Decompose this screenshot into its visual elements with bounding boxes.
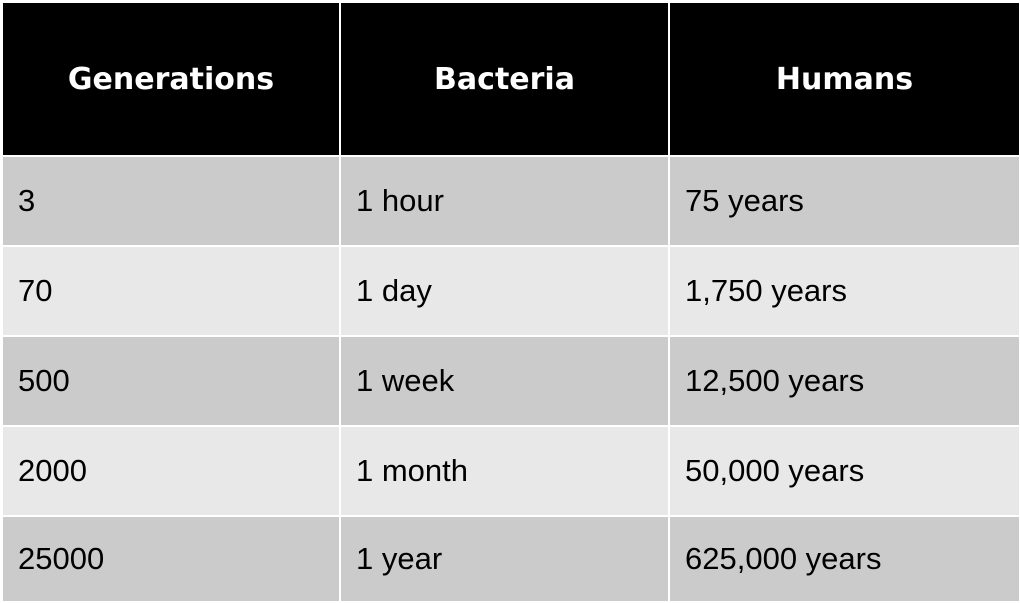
table-body: 3 1 hour 75 years 70 1 day 1,750 years 5… bbox=[1, 155, 1020, 603]
header-bacteria: Bacteria bbox=[339, 1, 670, 157]
cell-bacteria: 1 day bbox=[339, 245, 670, 337]
header-generations: Generations bbox=[1, 1, 341, 157]
cell-humans: 75 years bbox=[668, 155, 1020, 247]
header-row: Generations Bacteria Humans bbox=[1, 1, 1020, 157]
cell-bacteria: 1 month bbox=[339, 425, 670, 517]
cell-humans: 12,500 years bbox=[668, 335, 1020, 427]
cell-humans: 625,000 years bbox=[668, 515, 1020, 603]
table-row: 70 1 day 1,750 years bbox=[1, 245, 1020, 337]
cell-generations: 25000 bbox=[1, 515, 341, 603]
table-row: 3 1 hour 75 years bbox=[1, 155, 1020, 247]
cell-humans: 50,000 years bbox=[668, 425, 1020, 517]
cell-generations: 70 bbox=[1, 245, 341, 337]
cell-bacteria: 1 week bbox=[339, 335, 670, 427]
table-row: 500 1 week 12,500 years bbox=[1, 335, 1020, 427]
cell-humans: 1,750 years bbox=[668, 245, 1020, 337]
cell-bacteria: 1 year bbox=[339, 515, 670, 603]
cell-generations: 2000 bbox=[1, 425, 341, 517]
cell-generations: 500 bbox=[1, 335, 341, 427]
table-header: Generations Bacteria Humans bbox=[1, 1, 1020, 157]
table-row: 25000 1 year 625,000 years bbox=[1, 515, 1020, 603]
table-row: 2000 1 month 50,000 years bbox=[1, 425, 1020, 517]
cell-generations: 3 bbox=[1, 155, 341, 247]
header-humans: Humans bbox=[668, 1, 1020, 157]
cell-bacteria: 1 hour bbox=[339, 155, 670, 247]
